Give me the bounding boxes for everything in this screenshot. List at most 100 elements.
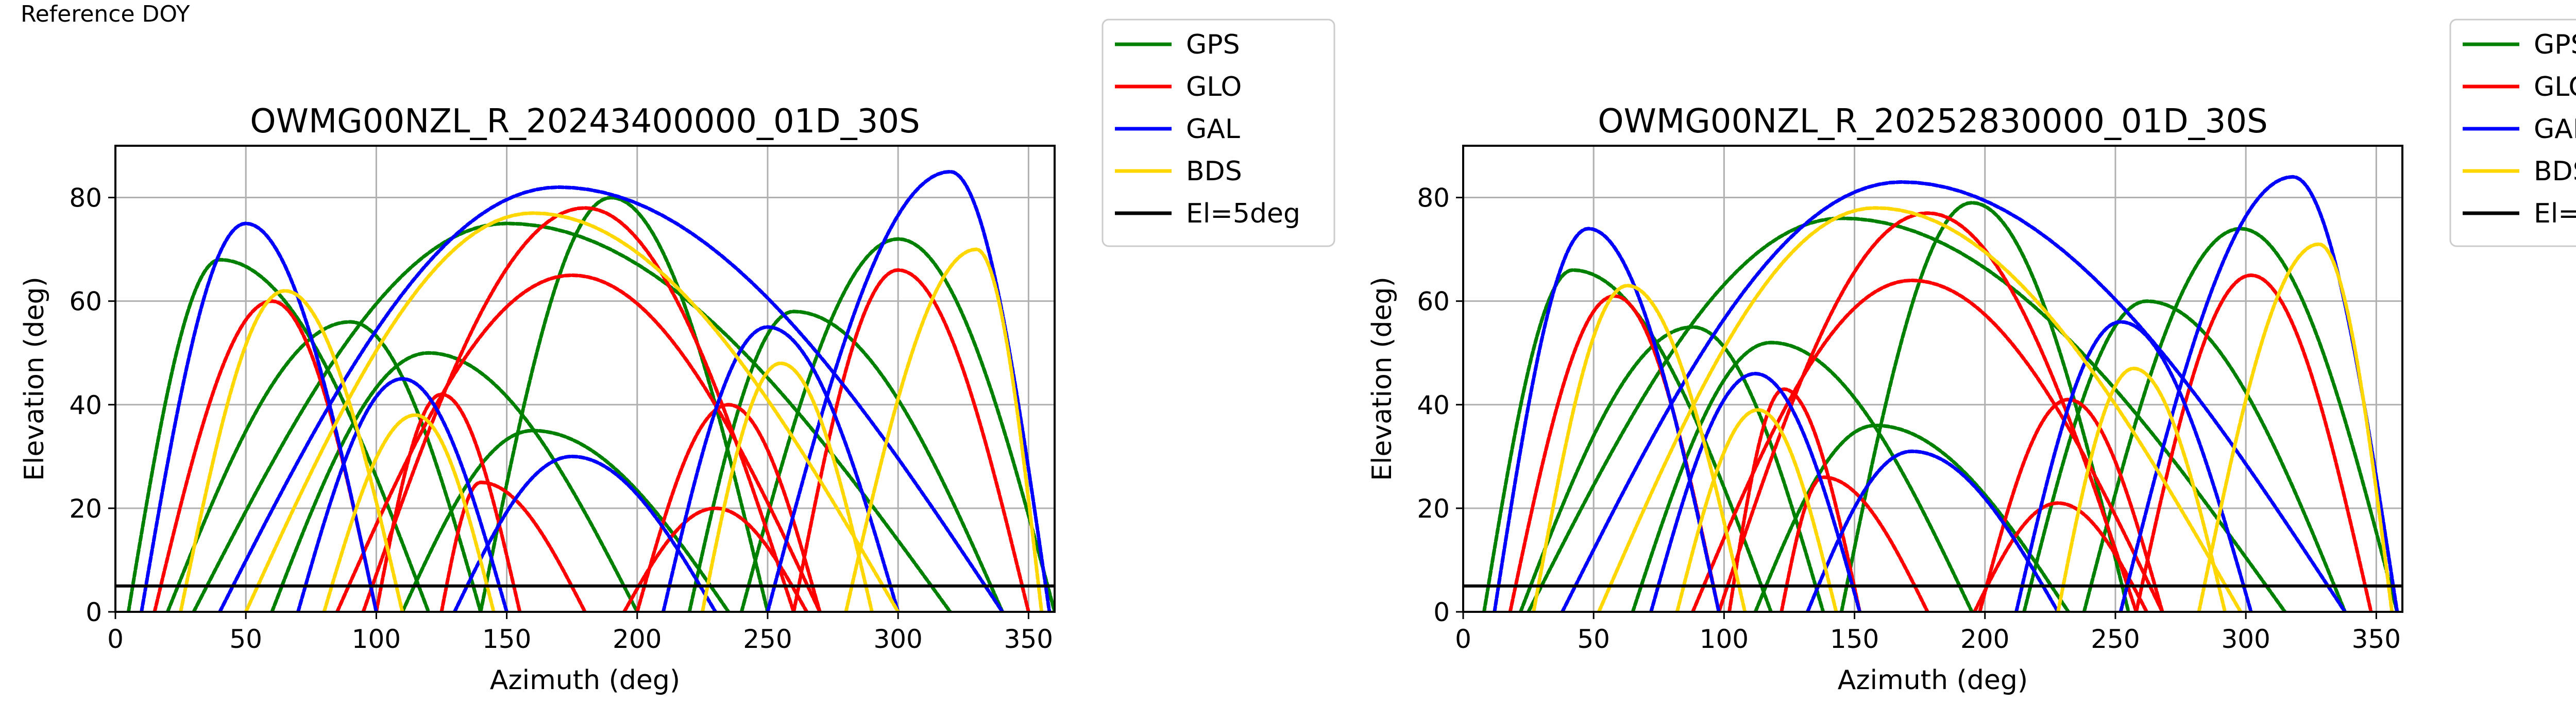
track-glo-2 — [361, 206, 796, 612]
legend-label-1: GPS — [1186, 29, 1240, 60]
track-bds-2 — [1675, 408, 1838, 612]
track-bds-1 — [244, 211, 900, 612]
track-gal-5 — [766, 169, 1052, 612]
track-bds-1 — [1597, 206, 2243, 612]
y-tick-label: 60 — [69, 287, 102, 317]
x-axis-label: Azimuth (deg) — [1838, 665, 2028, 696]
y-tick-label: 0 — [86, 597, 102, 627]
track-bds-2 — [322, 413, 496, 612]
legend-label-4: BDS — [2534, 156, 2576, 187]
page-header-text: Reference DOY — [21, 1, 190, 27]
x-tick-label: 150 — [482, 624, 531, 654]
legend: GPS GLO GAL BDS El=5deg — [2449, 19, 2576, 247]
track-gal-4 — [140, 221, 378, 612]
track-gps-4 — [687, 310, 1005, 612]
satellite-tracks — [1482, 175, 2399, 612]
track-gal-2 — [1649, 371, 1862, 612]
track-gal-3 — [661, 325, 900, 612]
legend-label-4: BDS — [1186, 156, 1242, 187]
y-axis-label: Elevation (deg) — [19, 277, 50, 481]
legend-label-1: GPS — [2534, 29, 2576, 60]
track-gal-1 — [218, 185, 1005, 612]
track-gal-6 — [452, 454, 718, 612]
legend-label-3: GAL — [1186, 114, 1240, 145]
track-gps-2 — [1631, 340, 1974, 612]
legend-label-2: GLO — [1186, 72, 1242, 102]
y-tick-label: 40 — [1417, 390, 1450, 420]
track-bds-5 — [844, 247, 1044, 612]
track-gal-3 — [2014, 320, 2253, 612]
track-glo-5 — [439, 481, 587, 612]
legend-box — [2449, 19, 2576, 247]
legend-label-2: GLO — [2534, 72, 2576, 102]
chart-title: OWMG00NZL_R_20243400000_01D_30S — [250, 102, 920, 141]
x-tick-label: 250 — [2091, 624, 2140, 654]
x-axis-label: Azimuth (deg) — [490, 665, 680, 696]
track-glo-7 — [2134, 273, 2373, 612]
chart-title: OWMG00NZL_R_20252830000_01D_30S — [1598, 102, 2267, 141]
y-tick-label: 60 — [1417, 287, 1450, 317]
series-gps — [1482, 201, 2399, 612]
track-gal-2 — [296, 376, 509, 612]
y-tick-label: 40 — [69, 390, 102, 420]
x-tick-label: 200 — [613, 624, 662, 654]
plot-frame — [114, 145, 1056, 613]
x-tick-label: 350 — [1004, 624, 1053, 654]
track-gps-1 — [192, 221, 952, 612]
track-glo-5 — [1780, 475, 1929, 612]
track-bds-3 — [2056, 366, 2227, 612]
series-bds — [1532, 206, 2394, 612]
track-glo-4 — [635, 403, 822, 612]
track-gps-7 — [739, 237, 1055, 612]
track-glo-3 — [1727, 387, 1862, 612]
y-tick-label: 20 — [1417, 494, 1450, 524]
track-gal-1 — [1560, 180, 2347, 612]
legend-label-5: El=5deg — [1186, 198, 1300, 229]
track-glo-1 — [1691, 278, 2164, 612]
series-gal — [140, 169, 1052, 612]
chart-panel-2: 0 50 100 150 200 250 300 350 0 20 40 60 80 OWMG00NZL_… — [1367, 19, 2576, 696]
legend-box — [1101, 19, 1335, 247]
track-glo-8 — [1973, 501, 2149, 612]
y-tick-label: 0 — [1433, 597, 1450, 627]
chart-panel-1: 0 50 100 150 200 250 300 350 0 20 40 60 80 OWMG00NZL_… — [19, 19, 1335, 696]
x-tick-label: 350 — [2352, 624, 2401, 654]
legend-label-5: El=5deg — [2534, 198, 2576, 229]
track-bds-4 — [179, 289, 404, 612]
track-gal-4 — [1493, 227, 1721, 612]
x-tick-label: 0 — [107, 624, 124, 654]
track-glo-3 — [374, 392, 522, 612]
x-tick-label: 300 — [2221, 624, 2270, 654]
series-gal — [1493, 175, 2399, 612]
x-tick-label: 50 — [229, 624, 262, 654]
x-tick-label: 250 — [743, 624, 792, 654]
satellite-tracks — [126, 169, 1055, 612]
track-bds-5 — [2197, 242, 2394, 612]
plot-frame — [1462, 145, 2403, 613]
legend: GPS GLO GAL BDS El=5deg — [1101, 19, 1335, 247]
x-tick-label: 200 — [1960, 624, 2009, 654]
x-tick-label: 0 — [1455, 624, 1471, 654]
track-gps-3 — [1839, 201, 2130, 612]
series-bds — [179, 211, 1044, 612]
track-gps-4 — [2022, 299, 2347, 612]
track-gps-8 — [1518, 325, 1825, 612]
y-axis-label: Elevation (deg) — [1367, 277, 1398, 481]
y-tick-label: 20 — [69, 494, 102, 524]
x-tick-label: 300 — [873, 624, 922, 654]
track-gps-8 — [165, 320, 483, 612]
x-tick-label: 50 — [1577, 624, 1610, 654]
y-tick-label: 80 — [69, 183, 102, 213]
x-tick-label: 150 — [1830, 624, 1879, 654]
track-glo-4 — [1978, 398, 2164, 612]
track-glo-8 — [622, 506, 809, 612]
y-tick-label: 80 — [1417, 183, 1450, 213]
track-gal-6 — [1805, 449, 2060, 612]
x-tick-label: 100 — [1700, 624, 1749, 654]
track-bds-4 — [1532, 283, 1747, 612]
x-tick-label: 100 — [352, 624, 401, 654]
track-bds-3 — [700, 361, 874, 612]
legend-label-3: GAL — [2534, 114, 2576, 145]
track-gps-2 — [270, 351, 639, 612]
